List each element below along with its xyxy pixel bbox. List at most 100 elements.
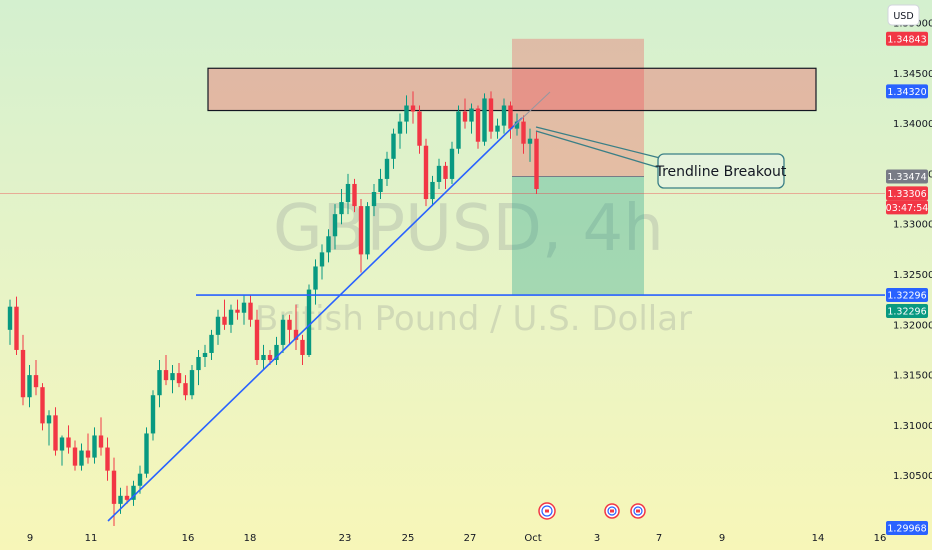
candle-body[interactable] bbox=[144, 433, 149, 474]
callout-box[interactable] bbox=[657, 153, 785, 189]
time-axis[interactable]: 9 11 16 18 23 25 27 Oct 3 7 9 14 16 bbox=[27, 533, 887, 544]
price-axis[interactable]: 1.350001.345001.340001.335001.330001.325… bbox=[886, 4, 932, 535]
candle-body[interactable] bbox=[293, 329, 299, 340]
price-badge-text: 1.33474 bbox=[887, 172, 926, 183]
candle-body[interactable] bbox=[508, 105, 513, 129]
candle-body[interactable] bbox=[157, 370, 162, 396]
candle-body[interactable] bbox=[261, 354, 266, 361]
candle-body[interactable] bbox=[20, 349, 26, 398]
candle-body[interactable] bbox=[469, 108, 474, 122]
candle-body[interactable] bbox=[196, 356, 201, 371]
candle-body[interactable] bbox=[222, 316, 227, 325]
candle-body[interactable] bbox=[228, 309, 234, 325]
price-badge-text: 1.33306 bbox=[887, 189, 926, 200]
candle-body[interactable] bbox=[7, 306, 13, 330]
candle-body[interactable] bbox=[27, 375, 32, 398]
candle-body[interactable] bbox=[521, 121, 526, 144]
candle-body[interactable] bbox=[384, 158, 390, 179]
candle-body[interactable] bbox=[72, 447, 78, 466]
candle-body[interactable] bbox=[514, 121, 520, 129]
currency-box[interactable] bbox=[887, 4, 920, 26]
candle-body[interactable] bbox=[105, 447, 110, 471]
candle-body[interactable] bbox=[534, 138, 539, 189]
annotation-label: Trendline Breakout bbox=[655, 164, 787, 180]
candle-body[interactable] bbox=[137, 473, 143, 486]
candle-body[interactable] bbox=[397, 121, 403, 134]
annotation-callout[interactable]: Trendline Breakout bbox=[535, 126, 787, 189]
event-flag-icon[interactable] bbox=[630, 503, 646, 519]
candle-body[interactable] bbox=[280, 319, 286, 345]
candle-body[interactable] bbox=[378, 178, 383, 193]
candle-body[interactable] bbox=[306, 289, 312, 355]
candle-body[interactable] bbox=[131, 485, 136, 500]
candle-body[interactable] bbox=[209, 334, 214, 353]
candle-body[interactable] bbox=[423, 145, 429, 200]
candle-body[interactable] bbox=[150, 395, 156, 434]
candle-body[interactable] bbox=[183, 383, 188, 396]
candle-body[interactable] bbox=[404, 105, 409, 122]
candle-body[interactable] bbox=[176, 373, 182, 384]
candle-body[interactable] bbox=[14, 306, 19, 350]
candle-body[interactable] bbox=[358, 206, 364, 255]
candle-body[interactable] bbox=[488, 98, 494, 132]
event-flag-icon[interactable] bbox=[604, 503, 620, 519]
economic-events[interactable] bbox=[538, 502, 646, 520]
candle-body[interactable] bbox=[462, 111, 468, 122]
candle-body[interactable] bbox=[274, 344, 279, 361]
candle-body[interactable] bbox=[241, 302, 247, 313]
candle-body[interactable] bbox=[313, 266, 318, 290]
candle-body[interactable] bbox=[449, 148, 455, 179]
candle-body[interactable] bbox=[98, 435, 104, 448]
candle-body[interactable] bbox=[527, 138, 533, 144]
candle-body[interactable] bbox=[66, 437, 71, 448]
candles[interactable] bbox=[7, 91, 539, 526]
candle-body[interactable] bbox=[300, 339, 305, 355]
candle-body[interactable] bbox=[92, 435, 97, 458]
candle-body[interactable] bbox=[345, 183, 351, 203]
candle-body[interactable] bbox=[352, 183, 357, 207]
candle-body[interactable] bbox=[189, 370, 195, 396]
candle-body[interactable] bbox=[235, 309, 240, 313]
candle-body[interactable] bbox=[124, 495, 130, 500]
event-flag-icon[interactable] bbox=[538, 502, 556, 520]
candle-body[interactable] bbox=[430, 181, 435, 200]
candle-body[interactable] bbox=[456, 111, 461, 149]
candle-body[interactable] bbox=[417, 111, 422, 146]
candle-body[interactable] bbox=[287, 319, 292, 330]
candle-body[interactable] bbox=[202, 352, 208, 357]
candle-body[interactable] bbox=[46, 415, 52, 424]
candle-body[interactable] bbox=[371, 192, 377, 207]
candle-body[interactable] bbox=[248, 302, 253, 320]
candle-body[interactable] bbox=[436, 165, 442, 182]
candle-body[interactable] bbox=[59, 437, 65, 451]
candle-body[interactable] bbox=[53, 415, 58, 451]
trendline[interactable] bbox=[107, 117, 523, 522]
candle-body[interactable] bbox=[319, 252, 325, 267]
candle-body[interactable] bbox=[215, 316, 221, 335]
candle-body[interactable] bbox=[163, 370, 169, 381]
candle-body[interactable] bbox=[33, 375, 39, 388]
candle-body[interactable] bbox=[443, 165, 448, 179]
drawing-overlays[interactable] bbox=[107, 91, 885, 522]
candle-body[interactable] bbox=[326, 236, 331, 253]
candle-body[interactable] bbox=[501, 105, 507, 126]
candle-body[interactable] bbox=[79, 450, 84, 466]
candle-body[interactable] bbox=[40, 387, 45, 424]
candle-body[interactable] bbox=[85, 450, 91, 458]
candle-body[interactable] bbox=[332, 214, 338, 237]
x-tick-label: Oct bbox=[524, 533, 541, 544]
candle-body[interactable] bbox=[410, 105, 416, 112]
y-tick-label: 1.33000 bbox=[893, 220, 932, 231]
candle-body[interactable] bbox=[391, 133, 396, 159]
candle-body[interactable] bbox=[118, 495, 123, 504]
candle-body[interactable] bbox=[475, 108, 481, 142]
candle-body[interactable] bbox=[482, 98, 487, 142]
candle-body[interactable] bbox=[495, 125, 500, 132]
candle-body[interactable] bbox=[111, 470, 117, 504]
candle-body[interactable] bbox=[254, 319, 260, 361]
candle-body[interactable] bbox=[170, 373, 175, 381]
candle-body[interactable] bbox=[339, 202, 344, 215]
candle-body[interactable] bbox=[365, 206, 370, 255]
candle-body[interactable] bbox=[267, 354, 273, 361]
